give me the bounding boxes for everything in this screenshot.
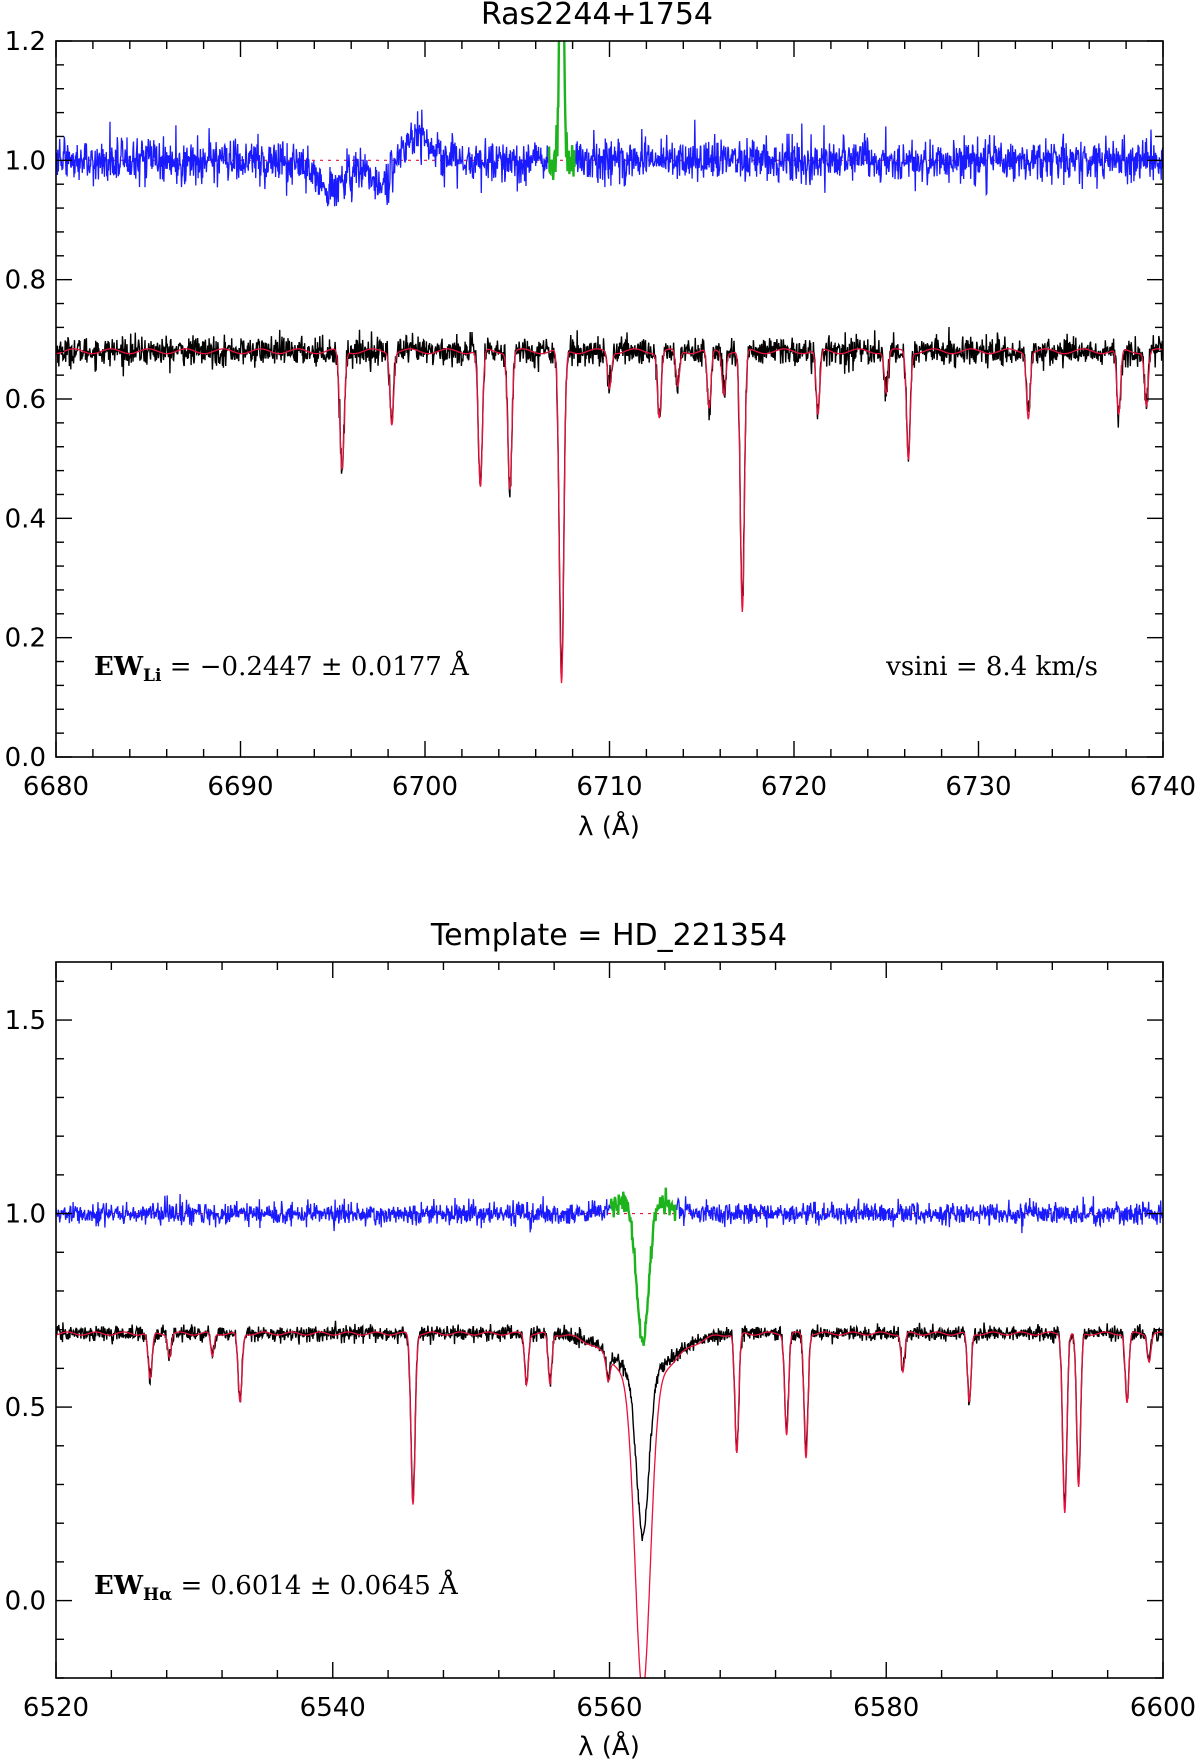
bottom-x-tick-label: 6520 [23, 1693, 89, 1723]
top-x-tick-label: 6740 [1130, 772, 1196, 802]
bottom-y-tick-label: 0.5 [5, 1393, 46, 1423]
top-x-tick-label: 6690 [207, 772, 273, 802]
top-y-tick-label: 1.0 [5, 146, 46, 176]
top-x-tick-label: 6710 [576, 772, 642, 802]
bottom-observed-series [56, 1320, 1163, 1542]
bottom-ew-subscript: Hα [143, 1585, 172, 1605]
top-y-tick-label: 0.4 [5, 504, 46, 534]
bottom-x-tick-label: 6580 [853, 1693, 919, 1723]
bottom-y-tick-label: 1.5 [5, 1006, 46, 1036]
bottom-panel-title: Template = HD_221354 [430, 918, 787, 953]
bottom-x-tick-label: 6540 [300, 1693, 366, 1723]
top-x-tick-label: 6680 [23, 772, 89, 802]
bottom-axis-ticks: 6520 6540 6560 6580 6600 0.0 0.5 1.0 1.5 [5, 962, 1196, 1723]
bottom-series-group [56, 1187, 1163, 1678]
bottom-x-tick-label: 6600 [1130, 1693, 1196, 1723]
top-x-tick-label: 6700 [392, 772, 458, 802]
top-x-tick-label: 6730 [945, 772, 1011, 802]
top-template-series [56, 348, 1163, 684]
bottom-x-axis-label: λ (Å) [578, 1730, 640, 1762]
top-residual-series [56, 109, 1163, 207]
top-panel: Ras2244+1754 6680 6690 6700 6710 6720 6730 674… [5, 0, 1196, 842]
top-observed-series [56, 326, 1163, 675]
top-y-tick-label: 0.8 [5, 266, 46, 296]
bottom-panel: Template = HD_221354 6520 6540 6560 6580 660… [5, 918, 1196, 1762]
top-x-tick-label: 6720 [761, 772, 827, 802]
top-axis-ticks: 6680 6690 6700 6710 6720 6730 6740 0.0 0.2 0.4 0.6… [5, 27, 1196, 802]
bottom-residual-series [56, 1193, 1163, 1234]
bottom-ew-value: = 0.6014 ± 0.0645 Å [172, 1569, 459, 1601]
top-feature-series [547, 41, 576, 180]
top-ew-subscript: Li [143, 666, 162, 686]
top-series-group [56, 41, 1163, 684]
top-y-tick-label: 1.2 [5, 27, 46, 57]
top-x-axis-label: λ (Å) [578, 810, 640, 842]
bottom-ew-annotation: EWHα = 0.6014 ± 0.0645 Å [94, 1569, 459, 1605]
bottom-y-tick-label: 1.0 [5, 1200, 46, 1230]
bottom-y-tick-label: 0.0 [5, 1587, 46, 1617]
top-y-tick-label: 0.6 [5, 385, 46, 415]
top-panel-title: Ras2244+1754 [481, 0, 713, 32]
bottom-template-series [56, 1331, 1163, 1678]
bottom-plot-area [56, 1187, 1163, 1678]
bottom-x-tick-label: 6560 [576, 1693, 642, 1723]
top-ew-label: EW [94, 652, 144, 682]
top-ew-annotation: EWLi = −0.2447 ± 0.0177 Å [94, 650, 470, 686]
bottom-feature-series [609, 1187, 678, 1346]
top-ew-value: = −0.2447 ± 0.0177 Å [161, 650, 470, 682]
top-vsini-annotation: vsini = 8.4 km/s [885, 652, 1098, 682]
bottom-ew-label: EW [94, 1571, 144, 1601]
top-y-tick-label: 0.2 [5, 624, 46, 654]
top-plot-area [56, 41, 1163, 684]
top-y-tick-label: 0.0 [5, 743, 46, 773]
